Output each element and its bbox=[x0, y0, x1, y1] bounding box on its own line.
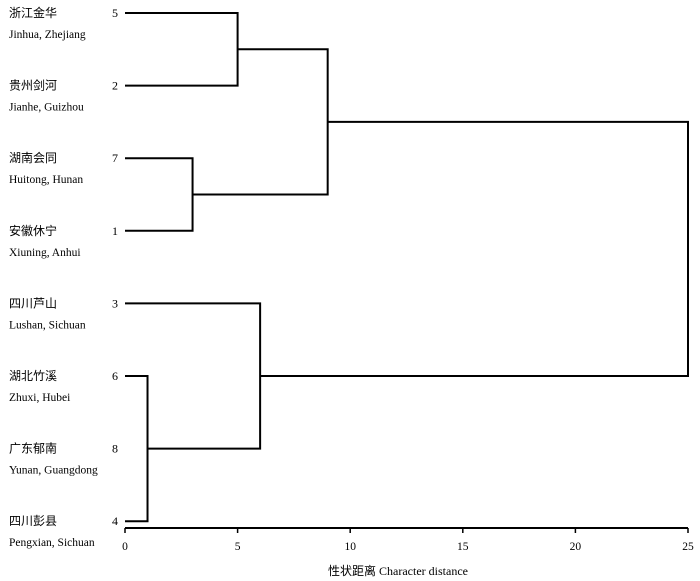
dendrogram-link-0 bbox=[125, 375, 149, 523]
dendrogram-link-2 bbox=[125, 12, 239, 87]
leaf-label-en-2: Jianhe, Guizhou bbox=[9, 102, 84, 114]
x-tick-label-25: 25 bbox=[682, 541, 694, 553]
x-axis: 0 5 10 15 20 25 bbox=[122, 527, 694, 553]
leaf-number-2: 2 bbox=[112, 79, 118, 93]
leaf-number-3: 3 bbox=[112, 296, 118, 310]
leaf-number-4: 4 bbox=[112, 514, 118, 528]
leaf-number-1: 1 bbox=[112, 224, 118, 238]
leaf-label-en-7: Huitong, Hunan bbox=[9, 174, 83, 186]
leaf-label-en-5: Jinhua, Zhejiang bbox=[9, 29, 86, 41]
leaf-label-cn-4: 四川彭县 bbox=[9, 514, 57, 528]
leaf-number-5: 5 bbox=[112, 6, 118, 20]
leaf-number-7: 7 bbox=[112, 151, 118, 165]
leaf-label-cn-1: 安徽休宁 bbox=[9, 223, 57, 238]
x-tick-label-0: 0 bbox=[122, 541, 128, 553]
leaf-label-cn-8: 广东郁南 bbox=[9, 441, 57, 456]
dendrogram-link-1 bbox=[125, 157, 194, 232]
x-tick-label-10: 10 bbox=[344, 541, 356, 553]
leaf-label-cn-6: 湖北竹溪 bbox=[9, 368, 57, 383]
dendrogram-links bbox=[125, 12, 689, 523]
x-tick-label-20: 20 bbox=[570, 541, 582, 553]
dendrogram-link-4 bbox=[192, 48, 329, 196]
leaf-label-en-1: Xiuning, Anhui bbox=[9, 247, 81, 259]
leaf-label-en-8: Yunan, Guangdong bbox=[9, 465, 98, 477]
leaf-label-cn-5: 浙江金华 bbox=[9, 5, 57, 20]
x-axis-title: 性状距离 Character distance bbox=[328, 563, 468, 578]
leaf-label-en-6: Zhuxi, Hubei bbox=[9, 392, 70, 404]
leaf-number-8: 8 bbox=[112, 442, 118, 456]
leaf-labels: 5 浙江金华 Jinhua, Zhejiang 2 贵州剑河 Jianhe, Guizho… bbox=[9, 5, 118, 549]
x-tick-label-15: 15 bbox=[457, 541, 469, 553]
leaf-number-6: 6 bbox=[112, 369, 118, 383]
leaf-label-en-4: Pengxian, Sichuan bbox=[9, 537, 95, 549]
leaf-label-en-3: Lushan, Sichuan bbox=[9, 319, 86, 331]
leaf-label-cn-3: 四川芦山 bbox=[9, 296, 57, 310]
dendrogram-link-5 bbox=[260, 120, 689, 377]
leaf-label-cn-2: 贵州剑河 bbox=[9, 78, 57, 93]
x-tick-label-5: 5 bbox=[235, 541, 241, 553]
leaf-label-cn-7: 湖南会同 bbox=[9, 150, 57, 165]
